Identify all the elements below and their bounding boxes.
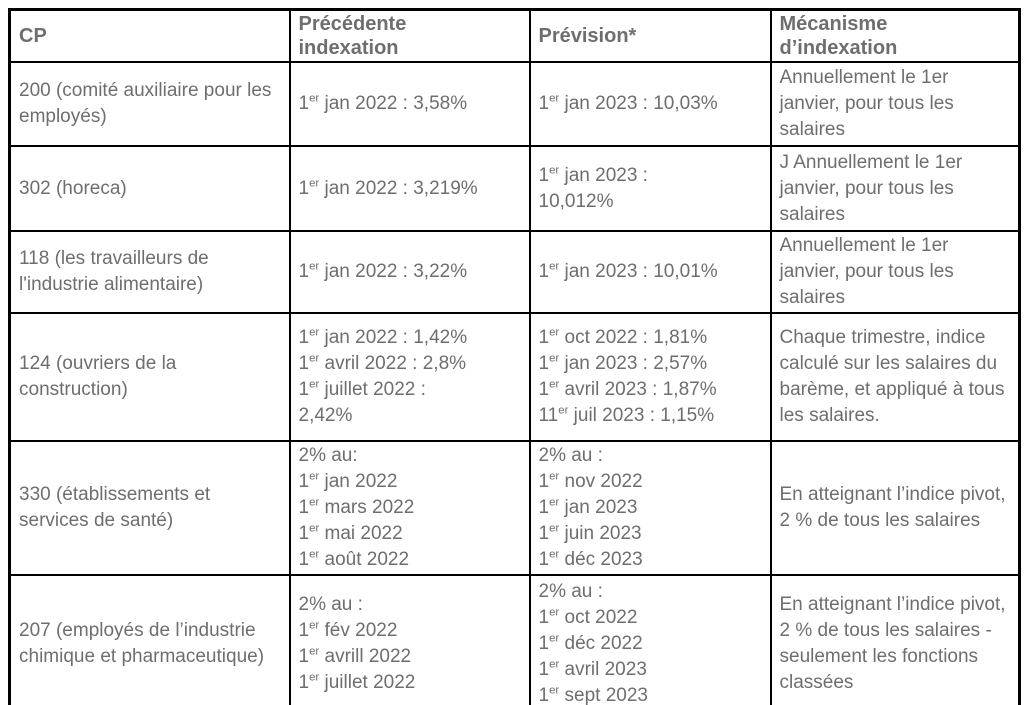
cell-forecast: 2% au : 1er oct 2022 1er déc 2022 1er avril… <box>528 574 772 705</box>
table-row: 302 (horeca) 1er jan 2022 : 3,219% 1er jan… <box>8 145 1021 232</box>
cell-line: 1er oct 2022 <box>538 606 638 629</box>
cell-line: 2% au : <box>298 594 363 616</box>
cell-forecast: 1er jan 2023 : 10,03% <box>528 61 772 147</box>
cell-line: 1er jan 2022 : 3,219% <box>298 177 478 199</box>
table-row: 118 (les travailleurs de l'industrie ali… <box>8 230 1021 314</box>
cell-line: 1er oct 2022 : 1,81% <box>538 326 708 348</box>
cell-forecast: 1er jan 2023 : 10,01% <box>528 230 772 314</box>
cell-line: En atteignant l’indice pivot, 2 % de tou… <box>779 484 1006 531</box>
table-row: 330 (établissements et services de santé… <box>8 440 1021 576</box>
cell-line: En atteignant l’indice pivot, 2 % de tou… <box>779 594 1006 694</box>
cell-previous: 1er jan 2022 : 3,219% <box>288 145 531 232</box>
cell-mechanism: En atteignant l’indice pivot, 2 % de tou… <box>769 574 1021 705</box>
cell-line: 207 (employés de l’industrie chimique et… <box>19 620 265 668</box>
cell-cp: 124 (ouvriers de la construction) <box>8 312 291 442</box>
cell-forecast: 1er oct 2022 : 1,81% 1er jan 2023 : 2,57%… <box>528 312 772 442</box>
cell-line: 2% au : <box>538 445 603 466</box>
cell-cp: 302 (horeca) <box>8 145 291 232</box>
cell-line: 1er mai 2022 <box>298 522 403 544</box>
cell-previous: 2% au: 1er jan 2022 1er mars 2022 1er mai 2… <box>288 440 531 576</box>
cell-line: Chaque trimestre, indice calculé sur les… <box>779 327 1005 426</box>
cell-mechanism: Chaque trimestre, indice calculé sur les… <box>769 312 1021 442</box>
cell-line: 1er déc 2022 <box>538 632 643 655</box>
cell-line: 1er juillet 2022 <box>298 671 416 694</box>
indexation-table-wrapper: CP Précédente indexation Prévision* Méca… <box>8 8 1021 705</box>
cell-line: 1er avril 2023 : 1,87% <box>538 378 717 400</box>
cell-forecast: 2% au : 1er nov 2022 1er jan 2023 1er juin … <box>528 440 772 576</box>
cell-line: 1er jan 2023 : <box>538 164 648 186</box>
column-header-forecast: Prévision* <box>528 8 772 63</box>
cell-line: 1er sept 2023 <box>538 684 648 705</box>
cell-line: 1er avril 2023 <box>538 658 647 681</box>
cell-line: 1er avril 2022 : 2,8% <box>298 352 467 374</box>
cell-line: 2% au : <box>538 581 603 603</box>
cell-line: 1er jan 2023 : 2,57% <box>538 352 708 374</box>
cell-line: 10,012% <box>538 190 614 212</box>
cell-line: 118 (les travailleurs de l'industrie ali… <box>19 248 209 295</box>
cell-line: 1er jan 2023 <box>538 496 638 518</box>
cell-mechanism: En atteignant l’indice pivot, 2 % de tou… <box>769 440 1021 576</box>
cell-line: 1er nov 2022 <box>538 470 643 492</box>
table-body: 200 (comité auxiliaire pour les employés… <box>8 61 1021 705</box>
cell-forecast: 1er jan 2023 : 10,012% <box>528 145 772 232</box>
cell-mechanism: J Annuellement le 1er janvier, pour tous… <box>769 145 1021 232</box>
cell-line: Annuellement le 1er janvier, pour tous l… <box>779 67 954 140</box>
header-row: CP Précédente indexation Prévision* Méca… <box>8 8 1021 63</box>
table-row: 200 (comité auxiliaire pour les employés… <box>8 61 1021 147</box>
cell-line: 2% au: <box>298 445 358 466</box>
cell-mechanism: Annuellement le 1er janvier, pour tous l… <box>769 230 1021 314</box>
cell-line: 11er juil 2023 : 1,15% <box>538 404 715 426</box>
cell-cp: 118 (les travailleurs de l'industrie ali… <box>8 230 291 314</box>
cell-line: 1er jan 2023 : 10,01% <box>538 260 718 282</box>
cell-line: 1er mars 2022 <box>298 496 415 518</box>
cell-line: 124 (ouvriers de la construction) <box>19 353 177 400</box>
cell-previous: 2% au : 1er fév 2022 1er avrill 2022 1er ju… <box>288 574 531 705</box>
cell-line: 1er déc 2023 <box>538 548 643 570</box>
cell-line: 1er jan 2023 : 10,03% <box>538 92 718 114</box>
column-header-previous-indexation: Précédente indexation <box>288 8 531 63</box>
cell-line: 1er juillet 2022 : <box>298 378 426 400</box>
cell-line: 1er jan 2022 : 1,42% <box>298 326 468 348</box>
cell-line: 1er avrill 2022 <box>298 645 412 668</box>
cell-line: 1er jan 2022 : 3,58% <box>298 92 468 114</box>
cell-cp: 207 (employés de l’industrie chimique et… <box>8 574 291 705</box>
cell-line: 302 (horeca) <box>19 177 127 199</box>
column-header-cp: CP <box>8 8 291 63</box>
table-row: 207 (employés de l’industrie chimique et… <box>8 574 1021 705</box>
cell-line: 1er août 2022 <box>298 548 410 570</box>
cell-line: 1er jan 2022 <box>298 470 398 492</box>
cell-line: 1er fév 2022 <box>298 619 398 642</box>
cell-cp: 330 (établissements et services de santé… <box>8 440 291 576</box>
cell-line: Annuellement le 1er janvier, pour tous l… <box>779 235 954 308</box>
cell-previous: 1er jan 2022 : 1,42% 1er avril 2022 : 2,8… <box>288 312 531 442</box>
cell-mechanism: Annuellement le 1er janvier, pour tous l… <box>769 61 1021 147</box>
cell-line: 1er juin 2023 <box>538 522 642 544</box>
cell-cp: 200 (comité auxiliaire pour les employés… <box>8 61 291 147</box>
cell-line: J Annuellement le 1er janvier, pour tous… <box>779 151 963 225</box>
cell-line: 2,42% <box>298 405 353 426</box>
cell-previous: 1er jan 2022 : 3,58% <box>288 61 531 147</box>
table-row: 124 (ouvriers de la construction) 1er jan… <box>8 312 1021 442</box>
cell-line: 200 (comité auxiliaire pour les employés… <box>19 80 272 127</box>
indexation-table: CP Précédente indexation Prévision* Méca… <box>8 8 1021 705</box>
column-header-indexation-mechanism: Mécanisme d’indexation <box>769 8 1021 63</box>
cell-line: 1er jan 2022 : 3,22% <box>298 260 468 282</box>
cell-line: 330 (établissements et services de santé… <box>19 484 211 531</box>
cell-previous: 1er jan 2022 : 3,22% <box>288 230 531 314</box>
